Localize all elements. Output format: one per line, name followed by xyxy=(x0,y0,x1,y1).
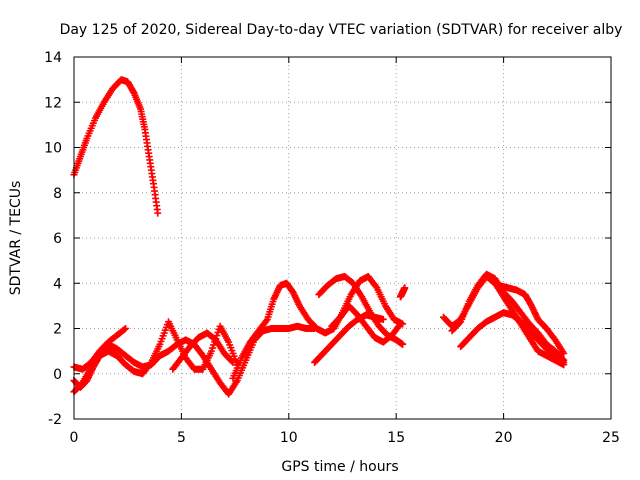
series-arc-10 xyxy=(396,284,409,301)
x-tick-label: 25 xyxy=(602,430,620,446)
data-point xyxy=(122,325,130,332)
series-arc-9 xyxy=(328,302,404,346)
data-point xyxy=(395,321,403,329)
chart-title: Day 125 of 2020, Sidereal Day-to-day VTE… xyxy=(60,22,623,38)
plot-frame xyxy=(73,56,612,420)
data-point xyxy=(560,358,568,366)
y-tick-label: 8 xyxy=(53,186,62,202)
data-point xyxy=(154,209,162,217)
y-tick-label: 10 xyxy=(44,141,62,157)
y-tick-label: -2 xyxy=(48,412,62,428)
y-tick-label: 4 xyxy=(53,276,62,292)
series-arc-1 xyxy=(70,76,162,217)
series-arc-5 xyxy=(169,329,237,373)
grid xyxy=(74,57,611,419)
series-arc-12 xyxy=(448,270,568,364)
data-point xyxy=(228,357,236,365)
data-point xyxy=(372,282,380,290)
data-point xyxy=(560,349,568,357)
plot-area xyxy=(70,76,568,398)
series-arc-8 xyxy=(311,311,387,366)
data-point xyxy=(229,358,237,366)
data-point xyxy=(401,284,409,292)
series-arc-13 xyxy=(457,309,568,366)
data-point xyxy=(456,319,464,327)
y-tick-label: 2 xyxy=(53,322,62,338)
y-tick-label: 0 xyxy=(53,367,62,383)
ticks: 0 5 10 15 20 25 -2 0 2 4 6 8 10 12 14 xyxy=(44,50,620,446)
data-point xyxy=(559,358,567,366)
data-point xyxy=(120,325,128,333)
x-tick-label: 15 xyxy=(387,430,405,446)
y-tick-label: 12 xyxy=(44,95,62,111)
x-axis-label: GPS time / hours xyxy=(281,459,398,475)
y-tick-label: 6 xyxy=(53,231,62,247)
series-arc-4 xyxy=(70,325,130,396)
x-tick-label: 0 xyxy=(70,430,79,446)
data-point xyxy=(399,340,407,348)
y-tick-label: 14 xyxy=(44,50,62,66)
data-point xyxy=(379,315,387,323)
data-point xyxy=(262,317,270,325)
y-axis-label: SDTVAR / TECUs xyxy=(8,181,24,296)
x-tick-label: 10 xyxy=(280,430,298,446)
series-arc-14 xyxy=(495,282,568,357)
data-point xyxy=(396,320,404,328)
x-tick-label: 20 xyxy=(495,430,513,446)
x-tick-label: 5 xyxy=(177,430,186,446)
series-arc-3 xyxy=(70,322,319,398)
